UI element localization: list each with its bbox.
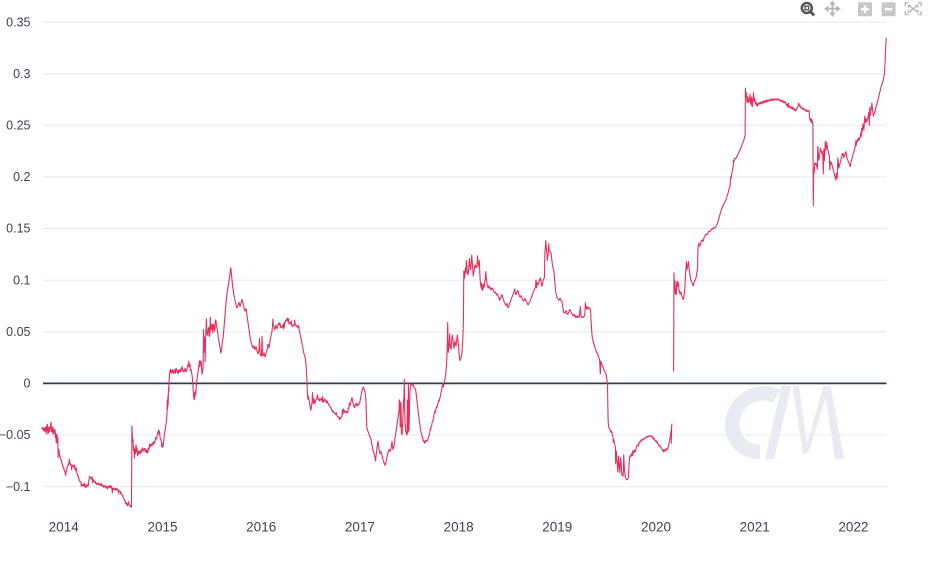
- svg-text:2016: 2016: [246, 520, 276, 535]
- svg-text:2015: 2015: [147, 520, 177, 535]
- svg-text:2017: 2017: [345, 520, 375, 535]
- svg-text:2020: 2020: [641, 520, 671, 535]
- svg-text:0.3: 0.3: [13, 67, 30, 81]
- svg-text:0.05: 0.05: [6, 325, 30, 339]
- svg-text:0.15: 0.15: [6, 222, 30, 236]
- svg-text:0.1: 0.1: [13, 273, 30, 287]
- svg-text:2021: 2021: [740, 520, 770, 535]
- svg-text:0.35: 0.35: [6, 15, 30, 29]
- svg-text:2018: 2018: [444, 520, 474, 535]
- svg-text:2014: 2014: [49, 520, 80, 535]
- svg-text:2022: 2022: [838, 520, 868, 535]
- svg-text:−0.05: −0.05: [0, 428, 31, 442]
- svg-text:−0.1: −0.1: [6, 480, 31, 494]
- svg-text:2019: 2019: [542, 520, 572, 535]
- svg-text:0.25: 0.25: [6, 119, 30, 133]
- svg-text:0: 0: [24, 377, 31, 391]
- svg-text:0.2: 0.2: [13, 170, 30, 184]
